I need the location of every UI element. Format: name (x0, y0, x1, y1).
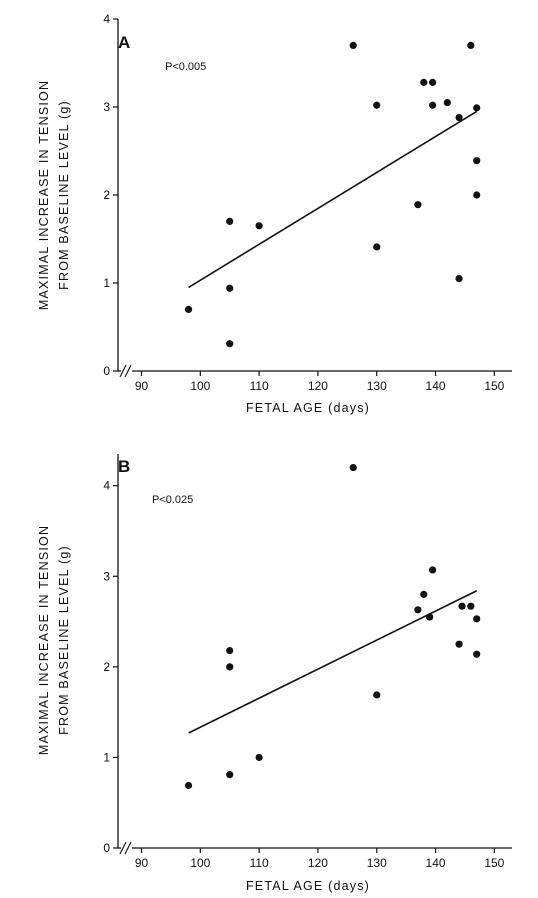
panel-a-axis-break-mark (124, 364, 132, 378)
panel-a-data-point (226, 284, 234, 292)
panel-b-data-point (467, 602, 475, 610)
panel-b-data-point (373, 691, 381, 699)
panel-b-data-point (226, 663, 234, 671)
panel-b-y-tick-label: 3 (103, 569, 110, 583)
panel-a-data-point (373, 101, 381, 109)
panel-b-y-axis-title-line1: MAXIMAL INCREASE IN TENSION (37, 525, 51, 755)
panel-a-y-axis-title-line2: FROM BASELINE LEVEL (g) (57, 100, 71, 290)
panel-b-data-point (429, 566, 437, 574)
panel-a-y-tick-label: 4 (103, 12, 110, 26)
panel-b-x-tick-label: 100 (190, 856, 210, 870)
panel-b-axis-break-mark (124, 841, 132, 855)
panel-a-data-point (473, 191, 481, 199)
panel-b-p-value: P<0.025 (152, 494, 193, 506)
panel-a-y-tick-label: 1 (103, 276, 110, 290)
panel-b-data-point (473, 650, 481, 658)
panel-a-y-axis-title: MAXIMAL INCREASE IN TENSION FROM BASELIN… (37, 80, 71, 310)
panel-b-data-point (184, 781, 193, 790)
panel-b-y-axis-title-line2: FROM BASELINE LEVEL (g) (57, 545, 71, 735)
panel-a-y-tick-label: 2 (103, 188, 110, 202)
panel-a-p-value: P<0.005 (165, 61, 206, 73)
panel-b-data-point (226, 771, 234, 779)
panel-a-data-point (226, 340, 234, 348)
panel-b-axis-break-mark (119, 841, 127, 855)
panel-a-plot-area: 0 1 2 3 4 90 100 110 120 130 140 150 (103, 12, 512, 393)
panel-a-x-tick-label: 140 (426, 379, 446, 393)
panel-a-data-point (349, 41, 357, 50)
panel-b-data-point (420, 590, 428, 598)
panel-b-x-tick-label: 130 (367, 856, 387, 870)
panel-a-data-point (473, 157, 481, 165)
panel-b-x-tick-label: 150 (484, 856, 504, 870)
panel-b-data-point (426, 613, 434, 621)
panel-b-x-tick-label: 90 (135, 856, 149, 870)
panel-a: A P<0.005 MAXIMAL INCREASE IN TENSION FR… (37, 12, 512, 415)
panel-b-letter: B (118, 457, 130, 476)
panel-a-y-tick-label: 3 (103, 100, 110, 114)
panel-a-data-point (420, 78, 428, 86)
panel-b-x-tick-label: 120 (308, 856, 328, 870)
panel-a-x-axis-title: FETAL AGE (days) (246, 401, 370, 415)
panel-a-data-point (373, 243, 381, 251)
panel-a-data-point (455, 275, 463, 283)
panel-a-data-point (414, 201, 422, 209)
panel-a-x-tick-label: 120 (308, 379, 328, 393)
panel-a-regression-line (188, 110, 478, 289)
panel-b-y-tick-label: 0 (103, 841, 110, 855)
panel-b-data-point (455, 640, 463, 648)
panel-a-data-point (429, 101, 437, 109)
panel-a-x-tick-label: 90 (135, 379, 149, 393)
panel-b-data-point (473, 615, 481, 623)
panel-a-letter: A (118, 33, 130, 52)
panel-a-data-point (255, 222, 263, 230)
panel-b-data-point (255, 753, 263, 762)
panel-a-x-tick-label: 110 (250, 379, 269, 393)
panel-a-data-point (429, 78, 437, 86)
panel-a-y-axis-title-line1: MAXIMAL INCREASE IN TENSION (37, 80, 51, 310)
panel-b-y-tick-label: 2 (103, 660, 110, 674)
panel-a-x-tick-label: 150 (484, 379, 504, 393)
panel-b-x-tick-label: 110 (250, 856, 269, 870)
panel-a-data-point (226, 217, 234, 225)
panel-b-data-point (414, 606, 422, 614)
panel-b-plot-area: 0 1 2 3 4 90 100 110 120 130 140 150 (103, 454, 512, 870)
panel-b-y-axis-title: MAXIMAL INCREASE IN TENSION FROM BASELIN… (37, 525, 71, 755)
panel-a-x-tick-label: 130 (367, 379, 387, 393)
panel-a-data-point (184, 305, 193, 313)
panel-b-data-point (349, 463, 357, 472)
panel-b-data-point (458, 602, 466, 610)
panel-a-data-point (443, 99, 451, 107)
panel-a-data-point (473, 104, 481, 112)
panel-b: B P<0.025 MAXIMAL INCREASE IN TENSION FR… (37, 454, 512, 893)
panel-a-y-tick-label: 0 (103, 364, 110, 378)
panel-a-data-point (467, 41, 475, 50)
panel-b-x-axis-title: FETAL AGE (days) (246, 879, 370, 893)
panel-b-data-point (226, 646, 234, 655)
panel-b-y-tick-label: 1 (103, 750, 110, 764)
panel-a-data-point (455, 113, 463, 122)
panel-a-axis-break-mark (119, 364, 127, 378)
panel-b-regression-line (188, 590, 478, 734)
panel-a-x-tick-label: 100 (190, 379, 210, 393)
panel-b-x-tick-label: 140 (426, 856, 446, 870)
panel-b-y-tick-label: 4 (103, 479, 110, 493)
